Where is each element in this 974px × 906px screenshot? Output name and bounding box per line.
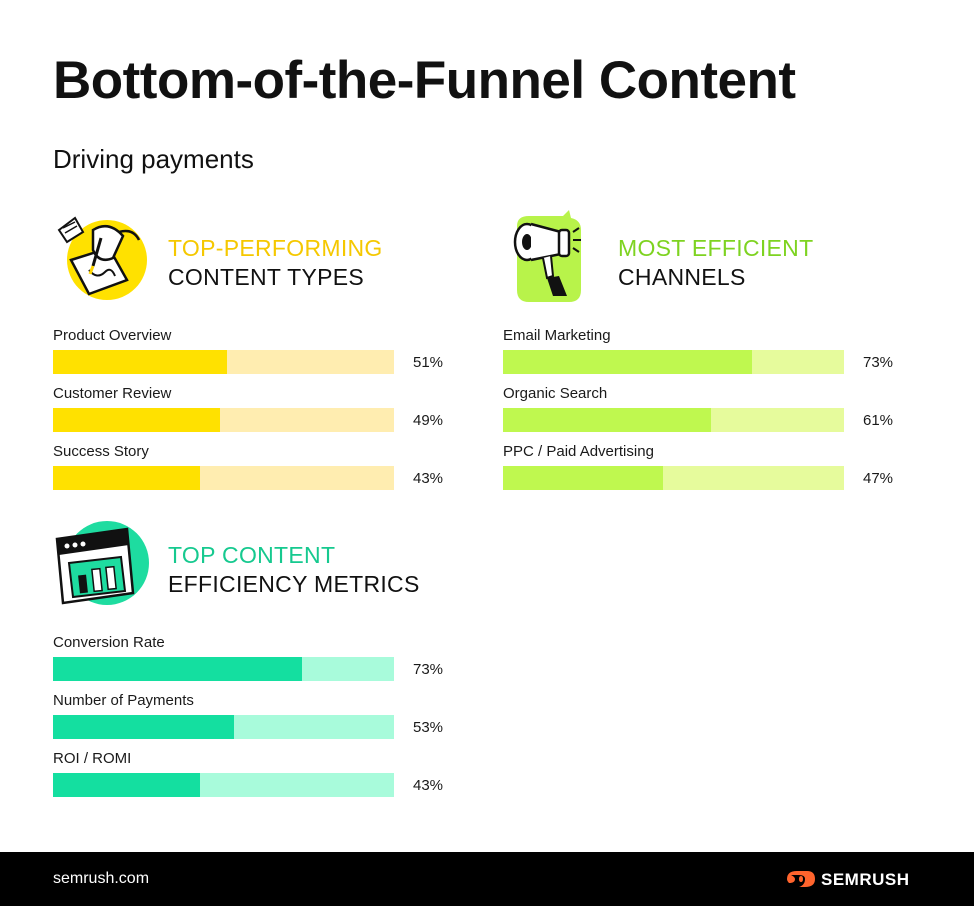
semrush-logo-text: SEMRUSH [821, 870, 910, 889]
bar-row: Number of Payments 53% [53, 691, 453, 739]
bar-label: Organic Search [503, 385, 608, 402]
section-heading-accent: TOP-PERFORMING [168, 235, 383, 261]
bar-track [53, 350, 394, 374]
bar-fill [53, 350, 227, 374]
section-content-types: TOP-PERFORMING CONTENT TYPES Product Ove… [53, 210, 473, 500]
bar-value-label: 73% [863, 354, 894, 371]
bar-row: Customer Review 49% [53, 384, 453, 432]
section-heading-accent: MOST EFFICIENT [618, 235, 814, 261]
bar-track [53, 408, 394, 432]
section-heading: CONTENT TYPES [168, 264, 365, 290]
section-heading-accent: TOP CONTENT [168, 542, 336, 568]
bar-fill [53, 657, 302, 681]
bar-fill [53, 715, 234, 739]
bar-track [53, 773, 394, 797]
bar-track [53, 715, 394, 739]
bar-track [53, 466, 394, 490]
bar-row: ROI / ROMI 43% [53, 749, 453, 797]
bar-value-label: 53% [413, 719, 444, 736]
bar-label: Product Overview [53, 327, 172, 344]
bar-label: Customer Review [53, 385, 172, 402]
bar-track [503, 350, 844, 374]
footer: semrush.com SEMRUSH [0, 852, 974, 906]
bar-value-label: 43% [413, 777, 444, 794]
bar-fill [53, 773, 200, 797]
page-title: Bottom-of-the-Funnel Content [53, 51, 796, 110]
page-subtitle: Driving payments [53, 144, 254, 174]
bar-fill [503, 408, 711, 432]
bar-label: Conversion Rate [53, 634, 165, 651]
bar-row: Success Story 43% [53, 442, 453, 490]
bar-value-label: 61% [863, 412, 894, 429]
bar-fill [53, 466, 200, 490]
bar-value-label: 49% [413, 412, 444, 429]
bar-track [503, 466, 844, 490]
megaphone-icon [513, 210, 581, 302]
bar-value-label: 47% [863, 470, 894, 487]
bar-label: Success Story [53, 443, 149, 460]
bar-row: Product Overview 51% [53, 326, 453, 374]
bar-fill [503, 350, 752, 374]
bar-row: Conversion Rate 73% [53, 633, 453, 681]
writing-hand-icon [57, 216, 147, 300]
section-efficiency-metrics: TOP CONTENT EFFICIENCY METRICS Conversio… [53, 517, 473, 807]
section-heading: EFFICIENCY METRICS [168, 571, 420, 597]
bar-row: Organic Search 61% [503, 384, 903, 432]
footer-site-link[interactable]: semrush.com [53, 870, 150, 887]
bar-row: PPC / Paid Advertising 47% [503, 442, 903, 490]
bar-track [503, 408, 844, 432]
bar-value-label: 51% [413, 354, 444, 371]
semrush-logo: SEMRUSH [785, 866, 925, 894]
bar-fill [503, 466, 663, 490]
bar-label: Number of Payments [53, 692, 194, 709]
bar-row: Email Marketing 73% [503, 326, 903, 374]
bar-value-label: 43% [413, 470, 444, 487]
bar-value-label: 73% [413, 661, 444, 678]
semrush-fire-icon [787, 871, 815, 887]
section-channels: MOST EFFICIENT CHANNELS Email Marketing 7… [503, 210, 923, 500]
bar-track [53, 657, 394, 681]
bar-label: PPC / Paid Advertising [503, 443, 654, 460]
analytics-window-icon [55, 521, 149, 605]
bar-label: Email Marketing [503, 327, 611, 344]
section-heading: CHANNELS [618, 264, 746, 290]
bar-label: ROI / ROMI [53, 750, 132, 767]
bar-fill [53, 408, 220, 432]
